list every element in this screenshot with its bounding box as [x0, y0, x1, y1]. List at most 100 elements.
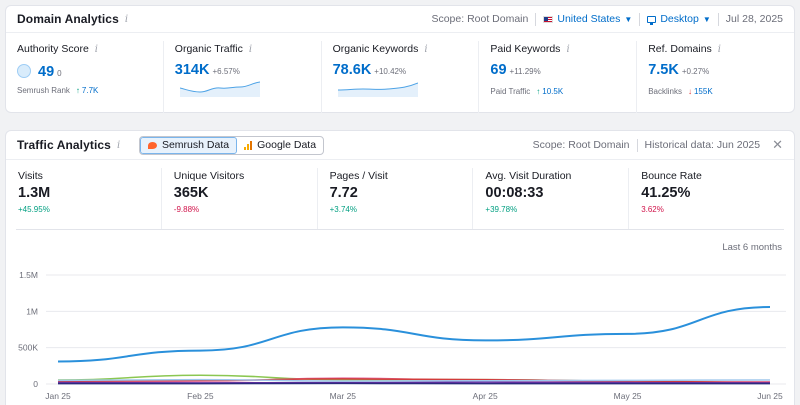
metric-value: 1.3M — [18, 185, 51, 201]
organic-traffic-sparkline — [179, 81, 260, 97]
arrow-up-icon: ↑ — [75, 86, 80, 95]
metric-value: 41.25% — [641, 185, 691, 201]
x-tick-label: Apr 25 — [473, 391, 498, 401]
info-icon[interactable]: i — [717, 44, 721, 55]
country-label: United States — [557, 13, 621, 25]
arrow-down-icon: ↓ — [687, 87, 692, 96]
sub-value-link[interactable]: ↑ 10.5K — [536, 87, 564, 96]
metric-paid-keywords[interactable]: Paid Keywords i 69 +11.29% Paid Traffic ↑… — [479, 41, 638, 113]
metric-value: 00:08:33 — [485, 185, 544, 201]
metric-change: 3.62% — [641, 205, 664, 214]
sub-label: Semrush Rank — [17, 86, 70, 95]
semrush-logo-icon — [147, 141, 157, 149]
desktop-icon — [647, 15, 657, 25]
info-icon[interactable]: i — [424, 44, 428, 55]
metric-label: Unique Visitors — [173, 170, 245, 182]
scope-label: Scope: Root Domain — [431, 13, 529, 25]
metric-label: Paid Keywords — [490, 43, 561, 55]
metric-change: +39.78% — [485, 205, 518, 214]
metric-label: Pages / Visit — [329, 170, 388, 182]
metric-change: +3.74% — [329, 205, 357, 214]
metric-organic-traffic[interactable]: Organic Traffic i 314K +6.57% — [164, 41, 322, 113]
metric-change: 0 — [57, 69, 62, 78]
traffic-metrics-row: Visits 1.3M +45.95% Unique Visitors 365K… — [16, 160, 784, 230]
tab-google-data[interactable]: Google Data — [237, 137, 323, 154]
metric-unique-visitors[interactable]: Unique Visitors 365K -9.88% — [162, 168, 318, 229]
info-icon[interactable]: i — [116, 139, 121, 151]
metric-label: Organic Traffic — [174, 43, 243, 55]
y-tick-label: 1M — [26, 306, 38, 316]
metric-organic-keywords[interactable]: Organic Keywords i 78.6K +10.42% — [322, 41, 480, 113]
traffic-chart: 0 500K 1M 1.5M Jan 25 Feb 25 Mar 25 Apr 25 May 2… — [18, 270, 786, 401]
device-label: Desktop — [660, 13, 699, 25]
metric-label: Authority Score — [17, 43, 89, 55]
metric-value: 365K — [173, 185, 209, 201]
metric-value[interactable]: 49 — [38, 64, 55, 80]
metric-change: +11.29% — [509, 67, 541, 76]
metric-visits[interactable]: Visits 1.3M +45.95% — [16, 168, 162, 229]
y-tick-label: 500K — [18, 343, 38, 353]
metric-pages-per-visit[interactable]: Pages / Visit 7.72 +3.74% — [318, 168, 474, 229]
metric-label: Bounce Rate — [641, 170, 702, 182]
series-line-6[interactable] — [57, 378, 771, 382]
sub-label: Paid Traffic — [490, 87, 531, 96]
metric-bounce-rate[interactable]: Bounce Rate 41.25% 3.62% — [629, 168, 784, 229]
tab-label: Google Data — [257, 139, 317, 151]
google-analytics-icon — [244, 140, 253, 150]
metric-value[interactable]: 314K — [174, 62, 210, 78]
metric-authority-score[interactable]: Authority Score i 49 0 Semrush Rank ↑ 7.7K — [6, 41, 164, 113]
traffic-analytics-header: Traffic Analytics i Semrush Data Google … — [6, 131, 794, 160]
info-icon[interactable]: i — [124, 13, 129, 25]
series-line-0[interactable] — [57, 305, 771, 363]
metric-change: +0.27% — [681, 67, 710, 76]
domain-analytics-card: Domain Analytics i Scope: Root Domain Un… — [5, 5, 795, 113]
metric-value[interactable]: 7.5K — [648, 62, 679, 78]
metric-label: Visits — [18, 170, 43, 182]
chevron-down-icon: ▼ — [624, 14, 633, 24]
historical-data-label: Historical data: Jun 2025 — [644, 139, 761, 151]
metric-change: +6.57% — [212, 67, 240, 76]
device-selector[interactable]: Desktop ▼ — [647, 13, 711, 25]
metric-value[interactable]: 78.6K — [332, 62, 372, 78]
organic-keywords-sparkline — [337, 82, 418, 97]
scope-label: Scope: Root Domain — [532, 139, 630, 151]
x-tick-label: Mar 25 — [330, 391, 357, 401]
sub-value-link[interactable]: ↓ 155K — [687, 87, 713, 96]
arrow-up-icon: ↑ — [536, 87, 541, 96]
date-label: Jul 28, 2025 — [725, 13, 783, 25]
sub-value-link[interactable]: ↑ 7.7K — [75, 86, 99, 95]
domain-analytics-title: Domain Analytics — [17, 12, 119, 26]
metric-change: +10.42% — [374, 67, 407, 76]
metric-change: +45.95% — [18, 205, 50, 214]
tab-semrush-data[interactable]: Semrush Data — [139, 136, 238, 154]
metric-ref-domains[interactable]: Ref. Domains i 7.5K +0.27% Backlinks ↓ 155… — [637, 41, 794, 113]
tab-label: Semrush Data — [161, 139, 230, 151]
metric-change: -9.88% — [173, 205, 200, 214]
chevron-down-icon: ▼ — [702, 14, 711, 24]
close-icon[interactable]: ✕ — [772, 137, 783, 152]
last-6-months-selector[interactable]: Last 6 months — [722, 242, 782, 253]
domain-metrics-row: Authority Score i 49 0 Semrush Rank ↑ 7.7K… — [6, 33, 794, 113]
x-tick-label: Jan 25 — [45, 391, 71, 401]
authority-score-icon — [17, 64, 31, 78]
traffic-analytics-card: Traffic Analytics i Semrush Data Google … — [5, 130, 795, 405]
sub-label: Backlinks — [648, 87, 682, 96]
metric-value[interactable]: 69 — [490, 62, 507, 78]
info-icon[interactable]: i — [94, 44, 98, 55]
x-tick-label: May 25 — [614, 391, 642, 401]
info-icon[interactable]: i — [566, 44, 570, 55]
data-source-tabs: Semrush Data Google Data — [138, 135, 325, 155]
metric-label: Ref. Domains — [648, 43, 712, 55]
metric-value: 7.72 — [329, 185, 358, 201]
x-tick-label: Feb 25 — [187, 391, 214, 401]
metric-label: Organic Keywords — [332, 43, 419, 55]
metric-avg-visit-duration[interactable]: Avg. Visit Duration 00:08:33 +39.78% — [473, 168, 630, 229]
x-tick-label: Jun 25 — [757, 391, 783, 401]
y-tick-label: 0 — [33, 379, 38, 389]
info-icon[interactable]: i — [248, 44, 253, 55]
domain-analytics-header: Domain Analytics i Scope: Root Domain Un… — [6, 6, 794, 33]
y-tick-label: 1.5M — [19, 270, 38, 280]
country-selector[interactable]: United States ▼ — [543, 13, 632, 25]
metric-label: Avg. Visit Duration — [485, 170, 572, 182]
traffic-analytics-title: Traffic Analytics — [17, 138, 111, 152]
